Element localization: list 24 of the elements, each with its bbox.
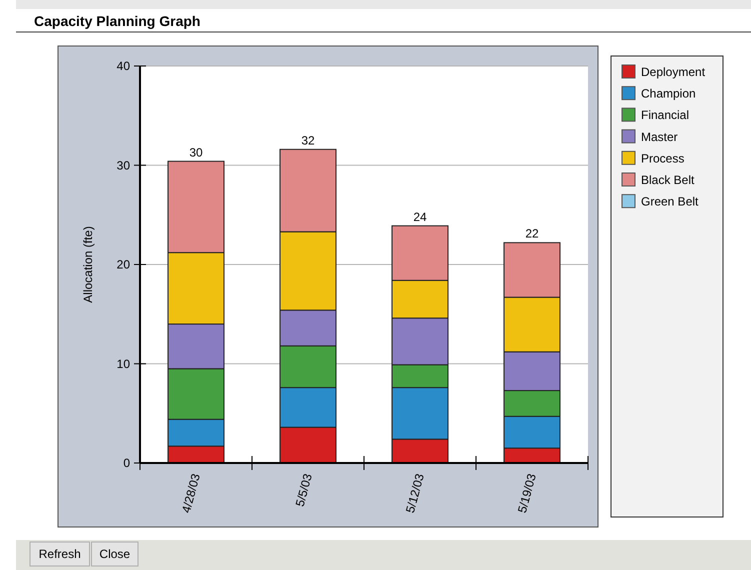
y-axis-title: Allocation (fte) bbox=[81, 226, 95, 303]
button: Close bbox=[91, 542, 138, 566]
legend-label: Green Belt bbox=[641, 194, 700, 209]
y-tick-label: 0 bbox=[123, 456, 130, 470]
legend-label: Champion bbox=[641, 86, 696, 101]
button: Refresh bbox=[30, 542, 90, 566]
x-tick-label: 4/28/03 bbox=[179, 472, 203, 514]
y-tick-label: 30 bbox=[116, 158, 130, 172]
legend-label: Deployment bbox=[641, 65, 706, 79]
legend-label: Black Belt bbox=[641, 173, 696, 187]
x-tick-label: 5/5/03 bbox=[292, 472, 315, 508]
chart-title: Capacity Planning Graph bbox=[34, 13, 200, 29]
total-label: 22 bbox=[525, 226, 539, 241]
y-tick-label: 20 bbox=[116, 258, 130, 272]
x-tick-label: 5/12/03 bbox=[403, 472, 427, 514]
x-tick-label: 5/19/03 bbox=[515, 472, 539, 514]
y-tick-label: 40 bbox=[116, 59, 130, 73]
legend-label: Master bbox=[641, 130, 678, 144]
total-label: 32 bbox=[301, 133, 315, 148]
legend-label: Process bbox=[641, 151, 684, 166]
total-label: 30 bbox=[189, 145, 203, 160]
total-label: 24 bbox=[413, 210, 427, 224]
legend-label: Financial bbox=[641, 108, 690, 122]
y-tick-label: 10 bbox=[116, 356, 130, 371]
